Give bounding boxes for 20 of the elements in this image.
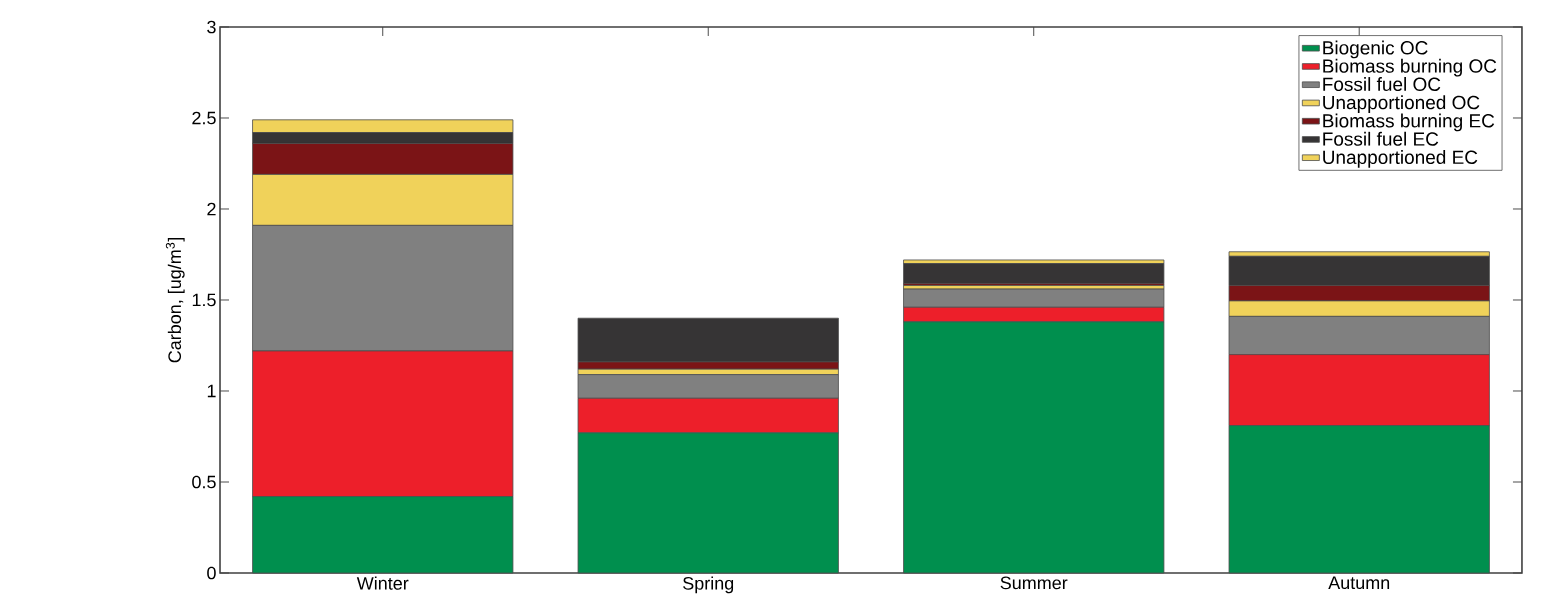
x-tick-label: Winter xyxy=(356,576,409,590)
x-tick-label: Summer xyxy=(1000,576,1068,590)
y-tick-label: 1.5 xyxy=(192,293,216,307)
y-tick-label: 0 xyxy=(207,566,216,580)
y-tick-label: 2.5 xyxy=(192,111,216,125)
legend-label: Biogenic OC xyxy=(1323,40,1428,59)
y-tick-label: 1 xyxy=(207,384,216,398)
x-tick-label: Autumn xyxy=(1328,576,1390,590)
legend-label: Biomass burning OC xyxy=(1323,58,1497,77)
legend-label: Fossil fuel OC xyxy=(1323,77,1441,92)
y-tick-label: 0.5 xyxy=(192,475,216,489)
legend-label: Unapportioned EC xyxy=(1323,150,1478,168)
legend-label: Biomass burning EC xyxy=(1323,113,1495,132)
y-tick-label: 2 xyxy=(207,202,216,216)
y-axis-title: Carbon, [ug/m$^{3}$] xyxy=(165,238,185,363)
legend-label: Fossil fuel EC xyxy=(1323,131,1439,146)
y-tick-label: 3 xyxy=(207,20,216,34)
x-tick-label: Spring xyxy=(683,576,734,594)
bar xyxy=(903,263,1165,285)
legend-label: Unapportioned OC xyxy=(1323,95,1480,114)
